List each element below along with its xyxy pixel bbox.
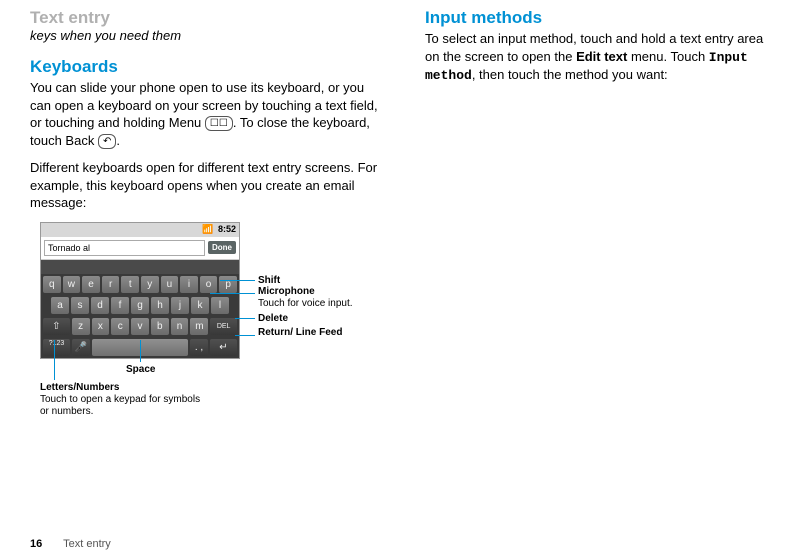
signal-icon: 📶 xyxy=(202,224,213,234)
key-y[interactable]: y xyxy=(141,276,159,293)
key-t[interactable]: t xyxy=(121,276,139,293)
key-v[interactable]: v xyxy=(131,318,149,335)
status-bar: 📶 8:52 xyxy=(41,223,239,237)
key-w[interactable]: w xyxy=(63,276,81,293)
shift-key[interactable]: ⇧ xyxy=(43,318,70,335)
mic-key[interactable]: 🎤 xyxy=(72,339,90,356)
mode-key[interactable]: ?123 xyxy=(43,339,70,356)
key-l[interactable]: l xyxy=(211,297,229,314)
key-h[interactable]: h xyxy=(151,297,169,314)
keyboard-figure: 📶 8:52 Tornado al Done qwertyuiop asdfgh… xyxy=(40,222,360,359)
key-x[interactable]: x xyxy=(92,318,110,335)
key-n[interactable]: n xyxy=(171,318,189,335)
text-input[interactable]: Tornado al xyxy=(44,240,205,256)
key-b[interactable]: b xyxy=(151,318,169,335)
punct-key[interactable]: . , xyxy=(190,339,208,356)
key-i[interactable]: i xyxy=(180,276,198,293)
key-z[interactable]: z xyxy=(72,318,90,335)
callout-delete: Delete xyxy=(258,313,288,324)
callout-letters: Letters/Numbers xyxy=(40,382,119,393)
suggestion-bar xyxy=(41,260,239,274)
key-u[interactable]: u xyxy=(161,276,179,293)
key-k[interactable]: k xyxy=(191,297,209,314)
callout-shift: Shift xyxy=(258,275,280,286)
callout-mic-desc: Touch for voice input. xyxy=(258,298,353,310)
page-subtitle: keys when you need them xyxy=(30,28,385,43)
key-m[interactable]: m xyxy=(190,318,208,335)
keyboards-p2: Different keyboards open for different t… xyxy=(30,159,385,212)
callout-space: Space xyxy=(126,364,155,375)
callout-mic: Microphone xyxy=(258,286,315,297)
menu-icon: ☐☐ xyxy=(205,116,233,131)
key-e[interactable]: e xyxy=(82,276,100,293)
key-a[interactable]: a xyxy=(51,297,69,314)
key-g[interactable]: g xyxy=(131,297,149,314)
page-footer: 16 Text entry xyxy=(30,538,111,550)
key-r[interactable]: r xyxy=(102,276,120,293)
footer-section: Text entry xyxy=(63,538,111,550)
key-f[interactable]: f xyxy=(111,297,129,314)
delete-key[interactable]: DEL xyxy=(210,318,237,335)
clock: 8:52 xyxy=(218,224,236,234)
input-methods-heading: Input methods xyxy=(425,8,780,28)
key-o[interactable]: o xyxy=(200,276,218,293)
callout-return: Return/ Line Feed xyxy=(258,327,342,338)
key-c[interactable]: c xyxy=(111,318,129,335)
key-p[interactable]: p xyxy=(219,276,237,293)
page-number: 16 xyxy=(30,538,42,550)
callout-letters-desc: Touch to open a keypad for symbols or nu… xyxy=(40,394,210,418)
key-s[interactable]: s xyxy=(71,297,89,314)
key-j[interactable]: j xyxy=(171,297,189,314)
input-methods-p1: To select an input method, touch and hol… xyxy=(425,30,780,85)
key-q[interactable]: q xyxy=(43,276,61,293)
keyboards-heading: Keyboards xyxy=(30,57,385,77)
page-title: Text entry xyxy=(30,8,385,28)
keyboards-p1: You can slide your phone open to use its… xyxy=(30,79,385,149)
back-icon: ↶ xyxy=(98,134,116,149)
done-button[interactable]: Done xyxy=(208,241,236,254)
phone-mock: 📶 8:52 Tornado al Done qwertyuiop asdfgh… xyxy=(40,222,240,359)
key-d[interactable]: d xyxy=(91,297,109,314)
return-key[interactable]: ↵ xyxy=(210,339,237,356)
